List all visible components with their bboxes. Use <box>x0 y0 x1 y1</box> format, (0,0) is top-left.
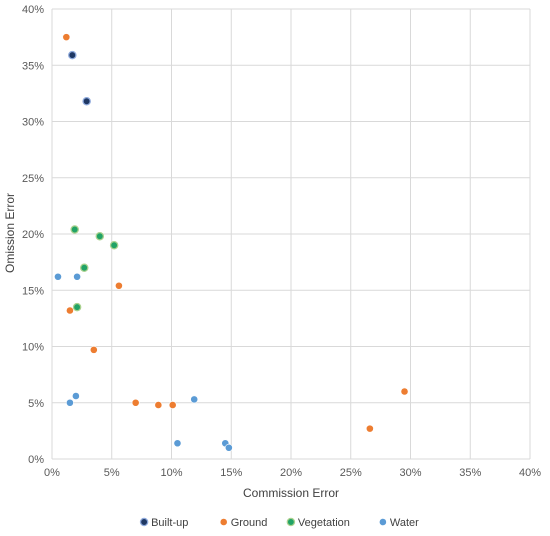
legend-label: Ground <box>231 517 268 529</box>
point-vegetation <box>80 263 89 272</box>
series-ground <box>62 33 409 433</box>
point-water <box>190 395 199 404</box>
y-tick-label: 35% <box>22 60 44 72</box>
point-ground <box>62 33 71 42</box>
point-vegetation <box>95 231 105 241</box>
x-tick-label: 30% <box>399 467 421 479</box>
y-tick-label: 25% <box>22 173 44 185</box>
x-axis-ticks: 0% 5% 10% 15% 20% 25% 30% 35% 40% <box>44 467 541 479</box>
x-tick-label: 40% <box>519 467 541 479</box>
legend-label: Built-up <box>151 517 188 529</box>
point-ground <box>365 424 374 433</box>
point-water <box>173 439 182 448</box>
x-tick-label: 10% <box>160 467 182 479</box>
gridlines <box>51 8 531 460</box>
legend-label: Vegetation <box>298 517 350 529</box>
point-ground <box>89 345 98 354</box>
point-ground <box>131 398 140 407</box>
point-water <box>72 392 80 400</box>
point-ground <box>154 401 163 409</box>
point-ground <box>400 387 409 396</box>
y-tick-label: 30% <box>22 117 44 129</box>
series-vegetation <box>70 225 119 312</box>
y-axis-title: Omission Error <box>3 193 17 273</box>
data-points <box>54 33 409 452</box>
y-tick-label: 20% <box>22 229 44 241</box>
legend-marker <box>378 518 387 526</box>
point-vegetation <box>72 302 82 312</box>
point-ground <box>66 306 74 315</box>
x-tick-label: 20% <box>280 467 302 479</box>
point-water <box>73 272 81 281</box>
legend-item-ground: Ground <box>219 517 268 529</box>
y-tick-label: 5% <box>28 398 44 410</box>
legend-item-built-up: Built-up <box>139 517 188 529</box>
legend: Built-up Ground Vegetation Water <box>139 517 419 529</box>
y-tick-label: 10% <box>22 342 44 354</box>
point-ground <box>168 401 177 409</box>
y-tick-label: 0% <box>28 454 44 466</box>
legend-marker <box>139 517 149 527</box>
series-water <box>54 272 233 452</box>
series-built-up <box>68 50 91 106</box>
point-vegetation <box>109 240 119 250</box>
y-tick-label: 40% <box>22 4 44 16</box>
point-water <box>66 398 74 407</box>
legend-marker <box>286 517 296 527</box>
legend-label: Water <box>390 517 419 529</box>
x-tick-label: 5% <box>104 467 120 479</box>
y-tick-label: 15% <box>22 285 44 297</box>
point-ground <box>115 281 123 290</box>
legend-marker <box>219 518 228 526</box>
point-vegetation <box>70 225 79 234</box>
x-tick-label: 0% <box>44 467 60 479</box>
y-axis-ticks: 0% 5% 10% 15% 20% 25% 30% 35% 40% <box>22 4 44 466</box>
legend-item-vegetation: Vegetation <box>286 517 350 529</box>
point-built-up <box>82 97 91 106</box>
x-tick-label: 35% <box>459 467 481 479</box>
point-built-up <box>68 50 77 60</box>
point-water <box>224 443 233 452</box>
x-tick-label: 25% <box>340 467 362 479</box>
legend-item-water: Water <box>378 517 419 529</box>
x-tick-label: 15% <box>220 467 242 479</box>
x-axis-title: Commission Error <box>243 486 339 500</box>
point-water <box>54 272 62 281</box>
